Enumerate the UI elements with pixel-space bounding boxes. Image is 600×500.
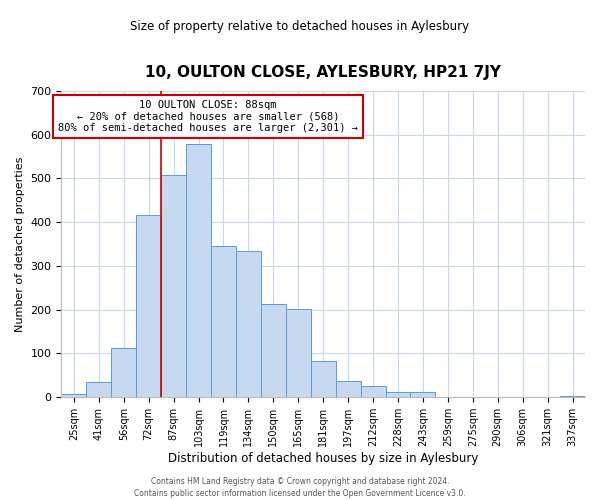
Bar [335,381,361,397]
Bar [86,382,111,397]
Bar [111,348,136,397]
Bar [560,396,585,397]
Bar [386,392,410,397]
Text: Contains HM Land Registry data © Crown copyright and database right 2024.
Contai: Contains HM Land Registry data © Crown c… [134,476,466,498]
Bar [61,394,86,397]
Bar [186,144,211,397]
Y-axis label: Number of detached properties: Number of detached properties [15,156,25,332]
Text: 10 OULTON CLOSE: 88sqm
← 20% of detached houses are smaller (568)
80% of semi-de: 10 OULTON CLOSE: 88sqm ← 20% of detached… [58,100,358,134]
Bar [311,361,335,397]
Bar [161,176,186,397]
Bar [286,309,311,397]
Bar [261,304,286,397]
Bar [136,214,161,397]
Bar [361,386,386,397]
Title: 10, OULTON CLOSE, AYLESBURY, HP21 7JY: 10, OULTON CLOSE, AYLESBURY, HP21 7JY [145,65,501,80]
X-axis label: Distribution of detached houses by size in Aylesbury: Distribution of detached houses by size … [168,452,478,465]
Bar [211,246,236,397]
Bar [236,252,261,397]
Bar [410,392,436,397]
Text: Size of property relative to detached houses in Aylesbury: Size of property relative to detached ho… [130,20,470,33]
